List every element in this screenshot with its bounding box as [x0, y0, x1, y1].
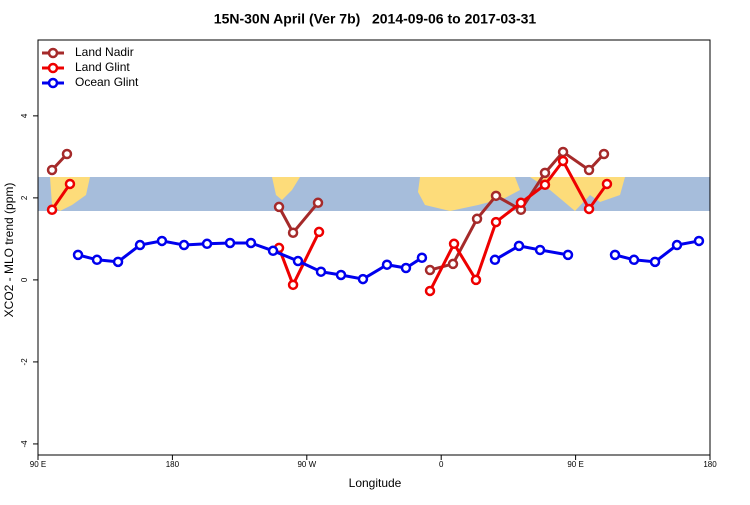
data-point: [156, 235, 168, 247]
data-point: [557, 146, 569, 158]
data-point: [224, 237, 236, 249]
data-point: [287, 227, 299, 238]
y-tick-label: 4: [20, 113, 29, 118]
data-point: [315, 266, 327, 277]
data-point: [471, 213, 483, 225]
plot-frame: [37, 39, 711, 456]
x-tick-label: 90 E: [567, 460, 583, 469]
data-point: [539, 167, 551, 179]
data-point: [400, 262, 412, 274]
x-tick-label: 180: [703, 460, 717, 469]
data-point: [562, 249, 574, 261]
data-point: [357, 273, 369, 285]
x-tick-label: 180: [166, 460, 180, 469]
data-point: [515, 197, 527, 209]
data-point: [381, 259, 393, 270]
legend-marker: [47, 62, 59, 74]
data-point: [312, 197, 324, 209]
data-point: [416, 252, 428, 264]
data-point: [598, 148, 610, 160]
data-point: [470, 274, 482, 286]
y-tick-label: -4: [20, 440, 29, 448]
x-axis-label: Longitude: [349, 476, 402, 490]
data-point: [134, 239, 146, 251]
data-point: [46, 164, 58, 176]
x-tick-label: 0: [439, 460, 444, 469]
data-point: [448, 238, 460, 250]
chart-title: 15N-30N April (Ver 7b) 2014-09-06 to 201…: [214, 11, 537, 27]
y-axis-label: XCO2 - MLO trend (ppm): [2, 183, 16, 318]
data-point: [609, 249, 621, 261]
data-point: [583, 203, 595, 215]
data-point: [64, 178, 76, 190]
series-line: [494, 244, 569, 262]
legend-marker: [47, 77, 59, 89]
data-point: [287, 279, 299, 291]
legend-label: Land Nadir: [75, 45, 134, 59]
data-point: [601, 178, 613, 190]
data-point: [649, 256, 661, 268]
data-point: [245, 237, 257, 249]
data-point: [273, 201, 285, 213]
data-point: [313, 226, 325, 238]
data-point: [534, 244, 546, 256]
data-point: [671, 239, 683, 251]
data-point: [424, 264, 436, 276]
data-point: [424, 285, 436, 297]
data-point: [178, 239, 190, 251]
data-point: [46, 204, 58, 216]
legend-label: Land Glint: [75, 60, 130, 74]
y-tick-label: 0: [20, 277, 29, 282]
data-point: [513, 240, 525, 252]
data-point: [490, 190, 502, 202]
data-point: [335, 269, 347, 281]
data-point: [583, 164, 595, 176]
data-point: [201, 238, 213, 250]
y-tick-label: 2: [20, 195, 29, 200]
data-point: [628, 254, 640, 266]
x-tick-label: 90 E: [30, 460, 46, 469]
data-point: [61, 148, 73, 160]
data-point: [557, 155, 569, 167]
x-tick-label: 90 W: [297, 460, 316, 469]
data-point: [112, 256, 124, 268]
legend-marker: [47, 47, 59, 59]
data-point: [91, 254, 103, 266]
data-point: [489, 254, 501, 266]
data-point: [447, 258, 459, 270]
legend-label: Ocean Glint: [75, 75, 139, 89]
data-point: [292, 255, 304, 267]
data-point: [267, 245, 279, 257]
data-point: [539, 179, 551, 191]
data-point: [72, 249, 84, 261]
data-point: [693, 235, 705, 247]
data-point: [490, 216, 502, 228]
y-tick-label: -2: [20, 358, 29, 366]
